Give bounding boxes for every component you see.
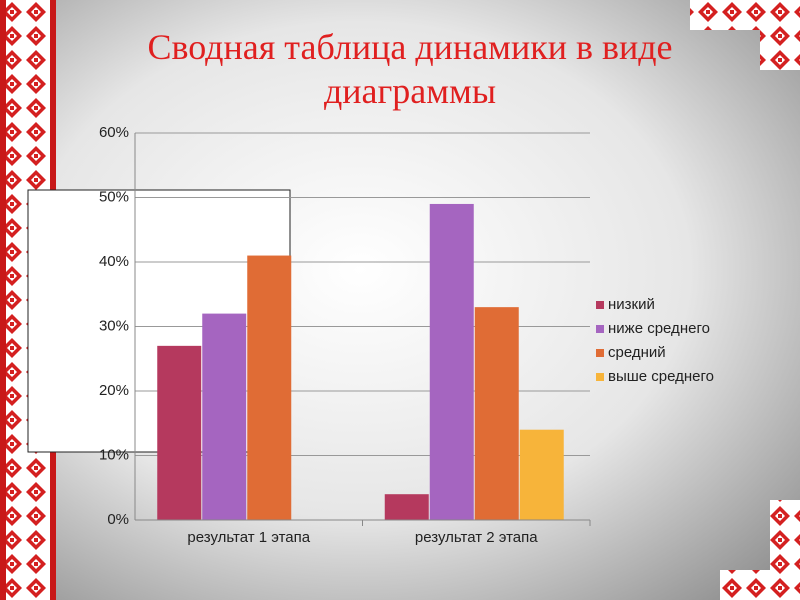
y-tick-label: 60%	[99, 124, 129, 141]
bar	[474, 307, 519, 520]
y-tick-label: 0%	[107, 511, 129, 528]
y-tick-label: 10%	[99, 446, 129, 463]
bar	[202, 313, 247, 520]
y-tick-label: 30%	[99, 317, 129, 334]
x-tick-label: результат 2 этапа	[415, 529, 538, 546]
bar	[157, 345, 202, 520]
y-tick-label: 20%	[99, 382, 129, 399]
bar	[519, 429, 564, 520]
x-tick-label: результат 1 этапа	[187, 529, 310, 546]
ornament	[690, 0, 800, 30]
ornament	[770, 500, 800, 600]
y-tick-label: 40%	[99, 253, 129, 270]
ornament	[760, 30, 800, 70]
bar	[384, 494, 429, 520]
legend-label: низкий	[608, 296, 655, 313]
legend-label: выше среднего	[608, 368, 714, 385]
legend-swatch	[596, 373, 604, 381]
y-tick-label: 50%	[99, 188, 129, 205]
legend-swatch	[596, 325, 604, 333]
legend-label: ниже среднего	[608, 320, 710, 337]
chart-title: Сводная таблица динамики в виде диаграмм…	[147, 27, 673, 111]
legend-label: средний	[608, 344, 666, 361]
bar	[429, 203, 474, 520]
legend-swatch	[596, 301, 604, 309]
bar	[247, 255, 292, 521]
legend-swatch	[596, 349, 604, 357]
ornament	[720, 570, 770, 600]
